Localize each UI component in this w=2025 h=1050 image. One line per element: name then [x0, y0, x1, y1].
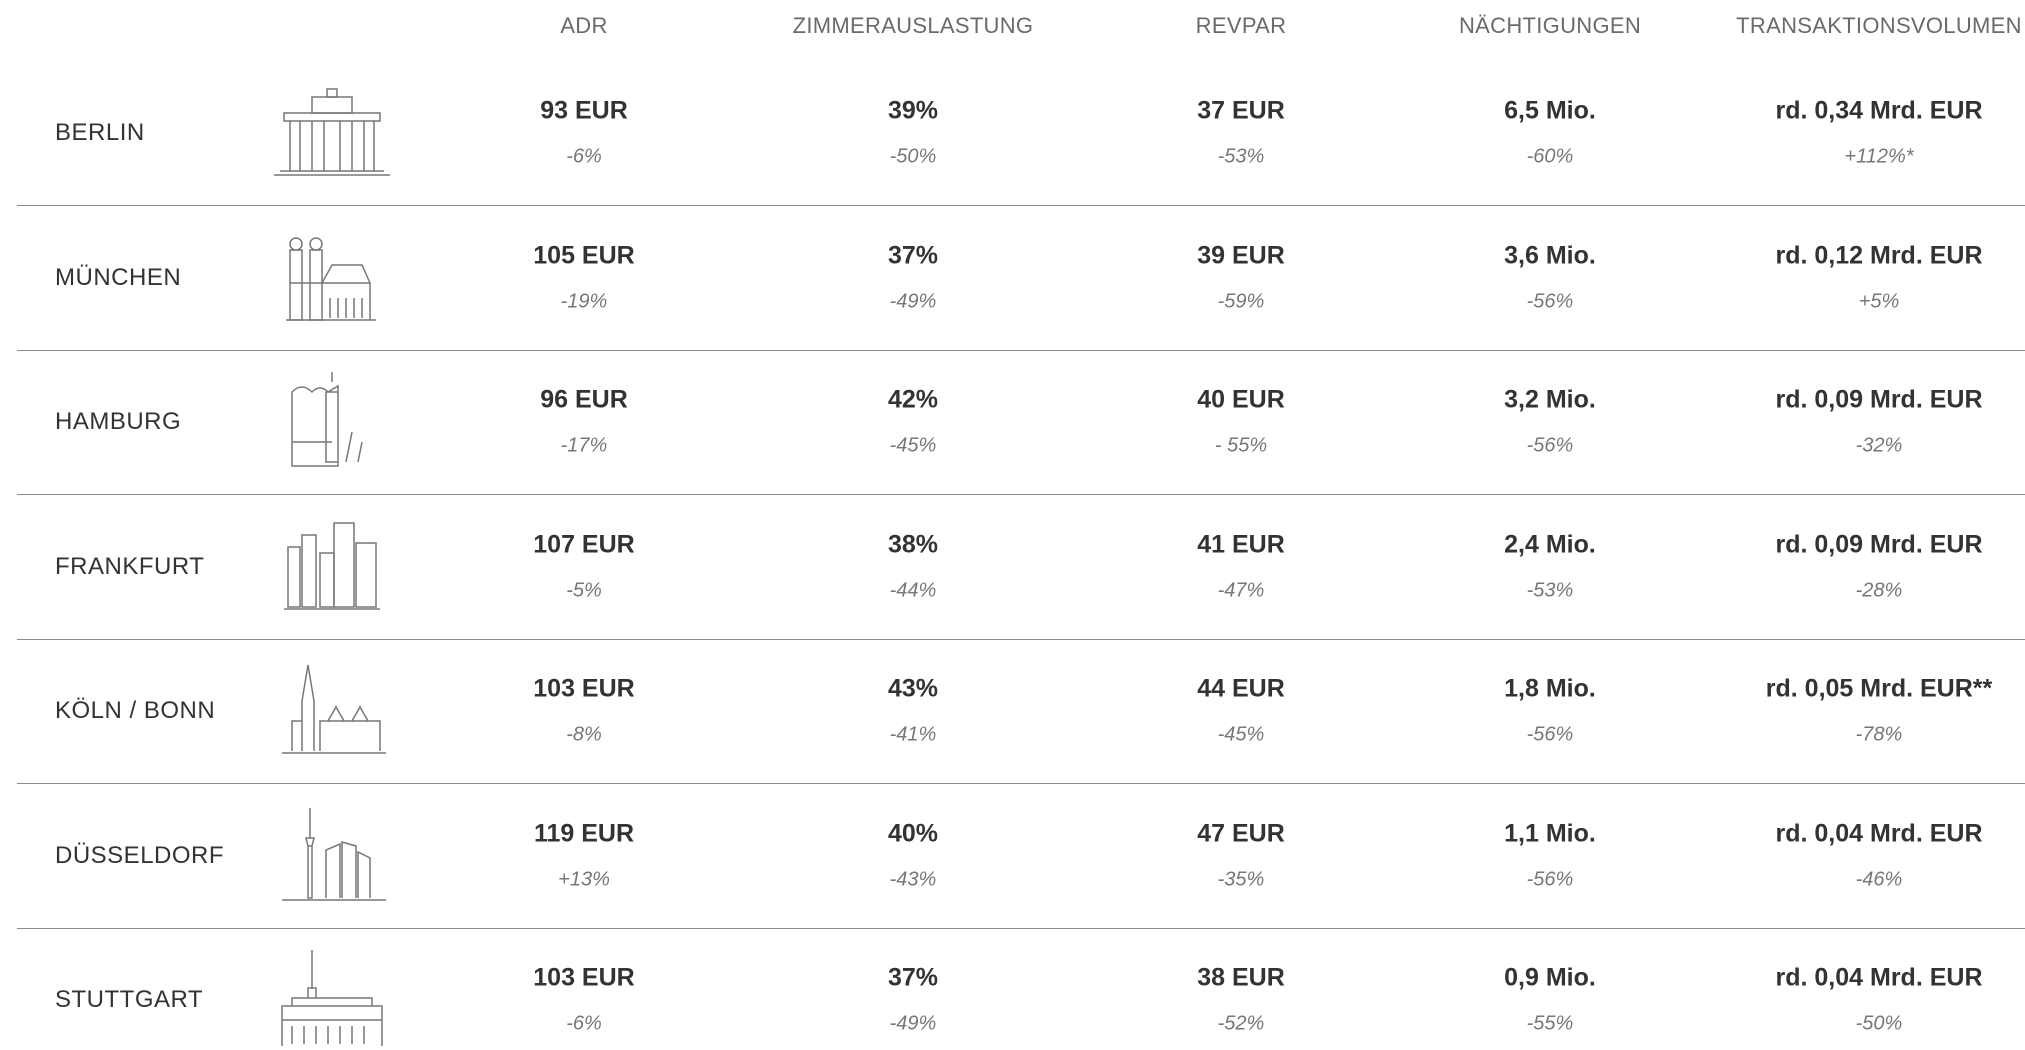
- metric-value: 6,5 Mio.: [1504, 97, 1596, 126]
- metric-change: -43%: [890, 868, 937, 891]
- metric-change: -78%: [1856, 724, 1903, 747]
- metric-change: -45%: [1218, 724, 1265, 747]
- city-icon: [272, 661, 392, 761]
- metric-value: 38 EUR: [1197, 964, 1285, 993]
- metric-value: rd. 0,09 Mrd. EUR: [1776, 386, 1983, 415]
- metric-change: -45%: [890, 435, 937, 458]
- metric-change: -50%: [1856, 1013, 1903, 1036]
- metric-value: 3,2 Mio.: [1504, 386, 1596, 415]
- column-header: NÄCHTIGUNGEN: [1459, 13, 1641, 39]
- metric-value: 38%: [888, 530, 938, 559]
- metric-change: -59%: [1218, 290, 1265, 313]
- metric-change: -49%: [890, 1013, 937, 1036]
- metric-value: 105 EUR: [533, 241, 634, 270]
- row-separator: [17, 783, 2025, 784]
- row-separator: [17, 494, 2025, 495]
- metric-value: rd. 0,04 Mrd. EUR: [1776, 964, 1983, 993]
- metric-value: 39 EUR: [1197, 241, 1285, 270]
- metric-change: -41%: [890, 724, 937, 747]
- column-header: TRANSAKTIONSVOLUMEN: [1736, 13, 2022, 39]
- metric-value: 37%: [888, 241, 938, 270]
- column-header: ZIMMERAUSLASTUNG: [793, 13, 1034, 39]
- metric-change: -6%: [566, 1013, 602, 1036]
- metric-change: - 55%: [1215, 435, 1267, 458]
- metric-change: -56%: [1527, 290, 1574, 313]
- metric-change: -8%: [566, 724, 602, 747]
- metric-value: 93 EUR: [540, 97, 628, 126]
- metric-value: rd. 0,34 Mrd. EUR: [1776, 97, 1983, 126]
- metric-change: -56%: [1527, 435, 1574, 458]
- metric-value: 3,6 Mio.: [1504, 241, 1596, 270]
- metric-change: -17%: [561, 435, 608, 458]
- metric-value: 37 EUR: [1197, 97, 1285, 126]
- metric-change: -44%: [890, 579, 937, 602]
- metric-value: 43%: [888, 675, 938, 704]
- metric-change: -56%: [1527, 724, 1574, 747]
- metric-change: -49%: [890, 290, 937, 313]
- metric-value: rd. 0,04 Mrd. EUR: [1776, 819, 1983, 848]
- column-header: ADR: [560, 13, 607, 39]
- metric-value: 103 EUR: [533, 964, 634, 993]
- city-name: STUTTGART: [55, 986, 203, 1014]
- metric-value: 40 EUR: [1197, 386, 1285, 415]
- metric-value: 2,4 Mio.: [1504, 530, 1596, 559]
- metric-value: 44 EUR: [1197, 675, 1285, 704]
- metric-change: -46%: [1856, 868, 1903, 891]
- column-header: REVPAR: [1196, 13, 1287, 39]
- city-name: BERLIN: [55, 119, 145, 147]
- metric-value: 1,8 Mio.: [1504, 675, 1596, 704]
- metric-change: -28%: [1856, 579, 1903, 602]
- metric-value: 37%: [888, 964, 938, 993]
- row-separator: [17, 205, 2025, 206]
- metric-change: -53%: [1218, 146, 1265, 169]
- metric-value: rd. 0,09 Mrd. EUR: [1776, 530, 1983, 559]
- city-name: DÜSSELDORF: [55, 842, 224, 870]
- metric-change: -56%: [1527, 868, 1574, 891]
- metric-change: -6%: [566, 146, 602, 169]
- metric-value: 39%: [888, 97, 938, 126]
- metric-value: 47 EUR: [1197, 819, 1285, 848]
- metric-change: +13%: [558, 868, 610, 891]
- metric-change: -60%: [1527, 146, 1574, 169]
- city-name: HAMBURG: [55, 408, 181, 436]
- metric-change: -55%: [1527, 1013, 1574, 1036]
- metric-value: 119 EUR: [534, 819, 634, 848]
- city-icon: [272, 517, 392, 617]
- metric-value: 1,1 Mio.: [1504, 819, 1596, 848]
- page: (() => { const data = JSON.parse(documen…: [0, 0, 2025, 1047]
- metric-value: 0,9 Mio.: [1504, 964, 1596, 993]
- metric-value: 103 EUR: [533, 675, 634, 704]
- metric-change: -50%: [890, 146, 937, 169]
- city-icon: [272, 806, 392, 906]
- metric-change: +5%: [1859, 290, 1900, 313]
- metric-change: -52%: [1218, 1013, 1265, 1036]
- metric-value: 42%: [888, 386, 938, 415]
- row-separator: [17, 350, 2025, 351]
- metric-change: -35%: [1218, 868, 1265, 891]
- metric-value: 96 EUR: [540, 386, 628, 415]
- city-name: KÖLN / BONN: [55, 697, 215, 725]
- city-icon: [272, 228, 392, 328]
- row-separator: [17, 639, 2025, 640]
- city-icon: [272, 372, 392, 472]
- metric-change: -19%: [561, 290, 608, 313]
- metric-value: 41 EUR: [1197, 530, 1285, 559]
- metric-value: 40%: [888, 819, 938, 848]
- metric-value: rd. 0,12 Mrd. EUR: [1776, 241, 1983, 270]
- metric-change: +112%*: [1844, 146, 1913, 169]
- city-name: MÜNCHEN: [55, 264, 181, 292]
- metric-change: -47%: [1218, 579, 1265, 602]
- city-icon: [272, 83, 392, 183]
- row-separator: [17, 928, 2025, 929]
- metric-change: -32%: [1856, 435, 1903, 458]
- city-icon: [272, 950, 392, 1050]
- city-name: FRANKFURT: [55, 553, 204, 581]
- metric-change: -5%: [566, 579, 602, 602]
- metric-value: 107 EUR: [533, 530, 634, 559]
- metric-change: -53%: [1527, 579, 1574, 602]
- metric-value: rd. 0,05 Mrd. EUR**: [1766, 675, 1992, 704]
